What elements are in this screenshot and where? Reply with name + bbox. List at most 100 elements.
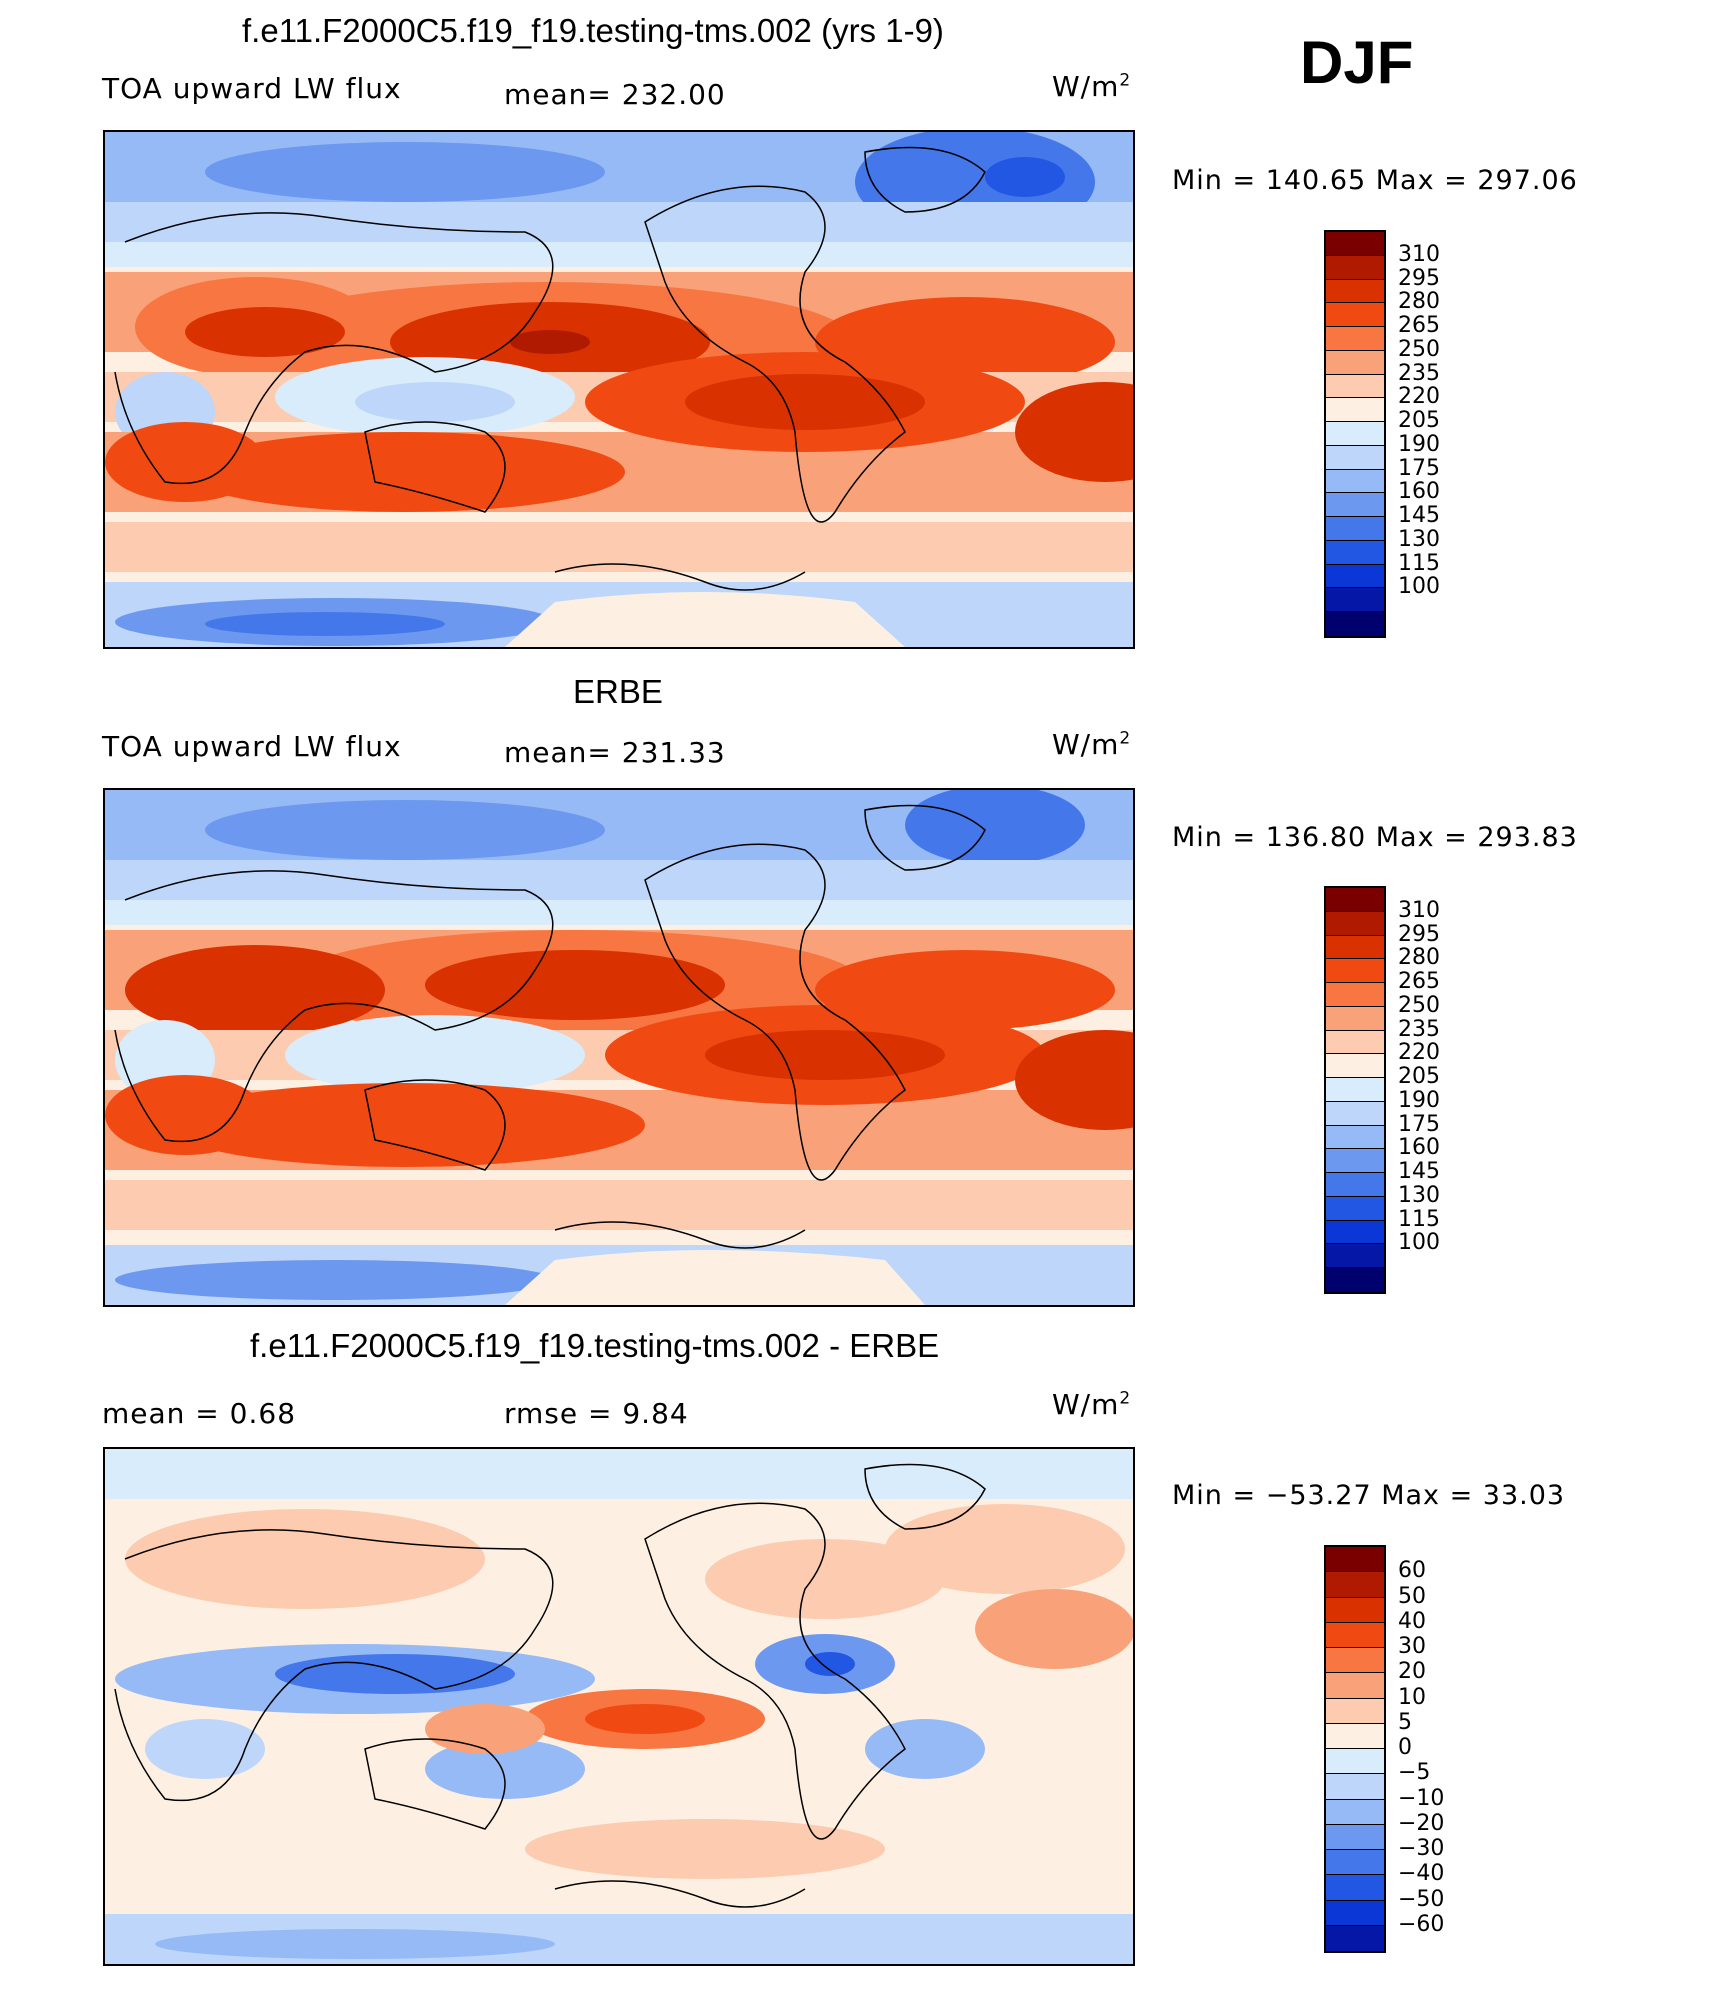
colorbar-segment	[1326, 588, 1384, 612]
colorbar-tick-label: 160	[1398, 1135, 1440, 1161]
colorbar-tick-label: 100	[1398, 574, 1440, 600]
colorbar-tick-label: 205	[1398, 1064, 1440, 1090]
colorbar-segment	[1326, 935, 1384, 960]
colorbar-segment	[1326, 1054, 1384, 1078]
colorbar-segment	[1326, 1101, 1384, 1126]
colorbar-segment	[1326, 1030, 1384, 1055]
panel1-mean: mean= 232.00	[504, 78, 726, 111]
colorbar-segment	[1326, 564, 1384, 589]
colorbar-tick-label: 175	[1398, 455, 1440, 481]
panel3-rmse: rmse = 9.84	[504, 1397, 689, 1430]
colorbar-segment	[1326, 1749, 1384, 1775]
colorbar-segment	[1326, 1597, 1384, 1623]
colorbar-segment	[1326, 1648, 1384, 1674]
colorbar-segment	[1326, 232, 1384, 256]
colorbar-segment	[1326, 1774, 1384, 1800]
panel3-minmax: Min = −53.27 Max = 33.03	[1172, 1480, 1566, 1511]
panel3-colorbar	[1324, 1545, 1386, 1953]
colorbar-segment	[1326, 1244, 1384, 1268]
colorbar-tick-label: 310	[1398, 241, 1440, 267]
colorbar-segment	[1326, 1673, 1384, 1699]
colorbar-segment	[1326, 1698, 1384, 1724]
colorbar-tick-label: 295	[1398, 921, 1440, 947]
colorbar-tick-label: 190	[1398, 1087, 1440, 1113]
colorbar-tick-label: 205	[1398, 408, 1440, 434]
panel2-units: W/m2	[1052, 728, 1132, 761]
colorbar-segment	[1326, 517, 1384, 541]
colorbar-segment	[1326, 1547, 1384, 1573]
colorbar-segment	[1326, 1925, 1384, 1951]
colorbar-tick-label: −40	[1398, 1861, 1445, 1887]
colorbar-tick-label: 5	[1398, 1709, 1412, 1735]
colorbar-segment	[1326, 612, 1384, 636]
colorbar-segment	[1326, 303, 1384, 327]
colorbar-segment	[1326, 398, 1384, 422]
season-label: DJF	[1300, 29, 1414, 96]
colorbar-tick-label: 40	[1398, 1608, 1426, 1634]
panel1-units: W/m2	[1052, 70, 1132, 103]
colorbar-tick-label: 265	[1398, 969, 1440, 995]
colorbar-segment	[1326, 350, 1384, 375]
colorbar-tick-label: 175	[1398, 1111, 1440, 1137]
colorbar-segment	[1326, 1900, 1384, 1926]
colorbar-tick-label: 250	[1398, 992, 1440, 1018]
colorbar-segment	[1326, 983, 1384, 1007]
colorbar-tick-label: 60	[1398, 1558, 1426, 1584]
colorbar-segment	[1326, 1799, 1384, 1825]
colorbar-tick-label: −50	[1398, 1886, 1445, 1912]
colorbar-segment	[1326, 888, 1384, 912]
colorbar-tick-label: 235	[1398, 360, 1440, 386]
colorbar-segment	[1326, 1125, 1384, 1150]
colorbar-tick-label: 310	[1398, 897, 1440, 923]
panel2-mean: mean= 231.33	[504, 736, 726, 769]
colorbar-segment	[1326, 1220, 1384, 1245]
panel2-minmax: Min = 136.80 Max = 293.83	[1172, 822, 1578, 853]
colorbar-segment	[1326, 279, 1384, 304]
colorbar-segment	[1326, 1078, 1384, 1102]
colorbar-tick-label: 130	[1398, 1182, 1440, 1208]
colorbar-segment	[1326, 1622, 1384, 1648]
colorbar-segment	[1326, 374, 1384, 399]
panel1-colorbar	[1324, 230, 1386, 638]
colorbar-segment	[1326, 1149, 1384, 1173]
colorbar-tick-label: 0	[1398, 1735, 1412, 1760]
colorbar-segment	[1326, 422, 1384, 446]
colorbar-segment	[1326, 493, 1384, 517]
panel1-variable: TOA upward LW flux	[102, 72, 402, 105]
colorbar-segment	[1326, 327, 1384, 351]
panel3-units: W/m2	[1052, 1388, 1132, 1421]
colorbar-tick-label: 100	[1398, 1230, 1440, 1256]
colorbar-segment	[1326, 1173, 1384, 1197]
colorbar-segment	[1326, 911, 1384, 936]
colorbar-segment	[1326, 540, 1384, 565]
panel2-map	[103, 788, 1135, 1307]
colorbar-segment	[1326, 1875, 1384, 1901]
panel1-title: f.e11.F2000C5.f19_f19.testing-tms.002 (y…	[242, 12, 944, 49]
colorbar-tick-label: −5	[1398, 1760, 1431, 1786]
colorbar-tick-label: 265	[1398, 313, 1440, 339]
colorbar-segment	[1326, 1824, 1384, 1850]
panel2-colorbar	[1324, 886, 1386, 1294]
colorbar-tick-label: 115	[1398, 1206, 1440, 1232]
colorbar-tick-label: 160	[1398, 479, 1440, 505]
colorbar-tick-label: −10	[1398, 1785, 1445, 1811]
colorbar-tick-label: 145	[1398, 1159, 1440, 1185]
colorbar-tick-label: 145	[1398, 503, 1440, 529]
colorbar-tick-label: 280	[1398, 289, 1440, 315]
panel2-variable: TOA upward LW flux	[102, 730, 402, 763]
colorbar-tick-label: 280	[1398, 945, 1440, 971]
colorbar-tick-label: 250	[1398, 336, 1440, 362]
colorbar-tick-label: −30	[1398, 1836, 1445, 1861]
colorbar-tick-label: 295	[1398, 265, 1440, 291]
colorbar-segment	[1326, 1723, 1384, 1749]
panel3-map	[103, 1447, 1135, 1966]
colorbar-tick-label: −60	[1398, 1911, 1445, 1937]
panel3-mean: mean = 0.68	[102, 1397, 297, 1430]
colorbar-segment	[1326, 445, 1384, 470]
colorbar-segment	[1326, 959, 1384, 983]
colorbar-tick-label: 30	[1398, 1634, 1426, 1659]
colorbar-tick-label: 115	[1398, 550, 1440, 576]
colorbar-tick-label: −20	[1398, 1810, 1445, 1836]
colorbar-segment	[1326, 255, 1384, 280]
colorbar-tick-label: 220	[1398, 384, 1440, 410]
